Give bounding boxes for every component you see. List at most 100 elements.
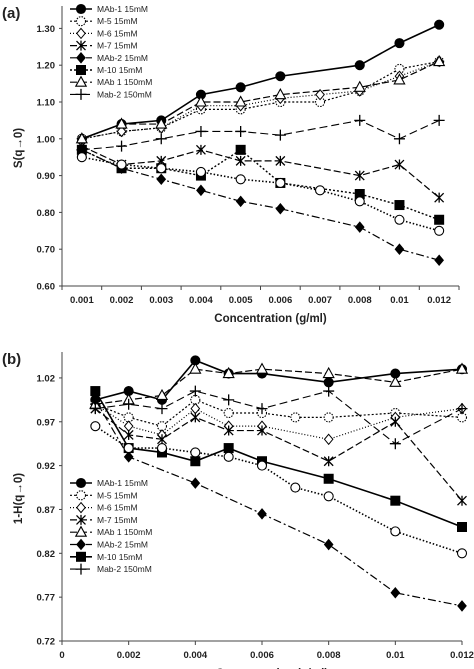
series-line [81, 148, 440, 221]
series-line [94, 425, 463, 555]
legend-marker [75, 16, 87, 27]
series-mab-2-150mm [89, 385, 468, 450]
data-point [223, 394, 235, 406]
legend: MAb-1 15mM M-5 15mM M-6 15mM M-7 15mM MAb-2 … [70, 3, 152, 100]
panel-label: (a) [2, 5, 20, 22]
x-tick-label: 0.002 [117, 650, 141, 661]
chart-panel-a: (a) 0.60 0.70 0.80 0.90 1.00 1.10 1.20 1.30 0.001… [2, 3, 460, 325]
series-line [81, 60, 440, 140]
data-point [195, 125, 207, 137]
x-tick-label: 0.008 [317, 650, 341, 661]
series-line [81, 156, 440, 232]
legend-item-mab-2-150mm: Mab-2 150mM [70, 563, 152, 575]
data-point [223, 451, 234, 462]
data-point [75, 132, 88, 144]
data-point [457, 522, 467, 532]
y-tick-label: 1.10 [37, 98, 56, 109]
series-line [95, 399, 463, 427]
series-mab-2-15mm [90, 394, 467, 612]
y-tick-label: 0.97 [37, 417, 56, 428]
data-point [223, 407, 234, 419]
legend-item-mab-1-150mm: MAb 1 150mM [70, 75, 152, 87]
data-point [457, 495, 467, 506]
y-tick-label: 0.70 [37, 245, 56, 256]
legend-marker [76, 538, 86, 551]
data-point [323, 377, 334, 388]
data-point [433, 114, 445, 126]
x-tick-label: 0 [59, 650, 64, 661]
data-point [354, 170, 365, 181]
data-point [156, 443, 168, 454]
data-point [275, 202, 286, 215]
legend-label: MAb 1 150mM [97, 77, 152, 87]
data-point [323, 538, 334, 551]
legend-label: MAb 1 150mM [97, 527, 152, 537]
data-point [123, 429, 134, 440]
data-point [116, 159, 127, 170]
series-m-10-15mm [76, 144, 445, 225]
data-point [123, 443, 134, 454]
x-tick-label: 0.005 [229, 295, 253, 306]
data-point [234, 95, 247, 107]
data-point [354, 60, 365, 71]
y-tick-label: 1.00 [37, 134, 56, 145]
data-point [89, 403, 101, 415]
data-point [314, 96, 326, 108]
data-point [393, 73, 406, 85]
legend-item-m-5-15mm: M-5 15mM [70, 16, 138, 27]
data-point [274, 87, 287, 100]
data-point [156, 173, 167, 186]
data-point [290, 482, 301, 493]
data-point [457, 600, 467, 612]
data-point [256, 460, 268, 471]
legend-label: Mab-2 150mM [97, 564, 152, 574]
data-point [275, 177, 286, 189]
data-point [354, 221, 365, 233]
series-line [95, 368, 463, 405]
data-point [390, 586, 401, 599]
data-point [393, 133, 405, 145]
data-point [156, 163, 167, 174]
legend-label: MAb-1 15mM [97, 478, 148, 488]
x-tick-label: 0.006 [250, 650, 274, 661]
data-point [390, 526, 401, 537]
x-tick-label: 0.003 [149, 295, 173, 306]
x-tick-label: 0.002 [110, 295, 134, 306]
data-point [190, 477, 201, 489]
legend-marker [76, 514, 86, 525]
data-point [115, 117, 128, 129]
y-axis-title: S(q→0) [13, 128, 25, 168]
legend-item-m-10-15mm: M-10 15mM [70, 551, 142, 562]
series-unlabeled [90, 421, 468, 559]
y-tick-label: 1.20 [37, 61, 56, 72]
data-point [434, 225, 445, 236]
data-point [235, 82, 246, 93]
data-point [394, 159, 405, 170]
y-tick-label: 0.72 [37, 637, 56, 648]
x-axis-title: Concentration (g/ml) [214, 313, 327, 325]
legend-label: MAb-2 15mM [97, 53, 148, 63]
y-tick-label: 0.90 [37, 171, 56, 182]
x-tick-label: 0.004 [189, 295, 213, 306]
data-point [456, 403, 468, 415]
data-point [123, 420, 134, 432]
data-point [123, 451, 134, 463]
legend-marker [76, 501, 86, 514]
legend-label: MAb-2 15mM [97, 540, 148, 550]
data-point [323, 491, 334, 502]
data-point [290, 412, 301, 423]
data-point [235, 174, 246, 185]
data-point [190, 402, 201, 415]
series-line [81, 119, 440, 151]
legend-marker [76, 27, 86, 40]
series-line [81, 145, 440, 199]
data-point [274, 129, 286, 141]
legend-item-m-7-15mm: M-7 15mM [70, 514, 138, 525]
data-point [190, 456, 201, 467]
data-point [434, 214, 445, 225]
series-m-10-15mm [90, 386, 467, 532]
series-mab-2-15mm [76, 144, 445, 267]
y-tick-label: 1.02 [37, 373, 56, 384]
data-point [353, 80, 366, 92]
y-tick-label: 0.60 [37, 282, 56, 293]
